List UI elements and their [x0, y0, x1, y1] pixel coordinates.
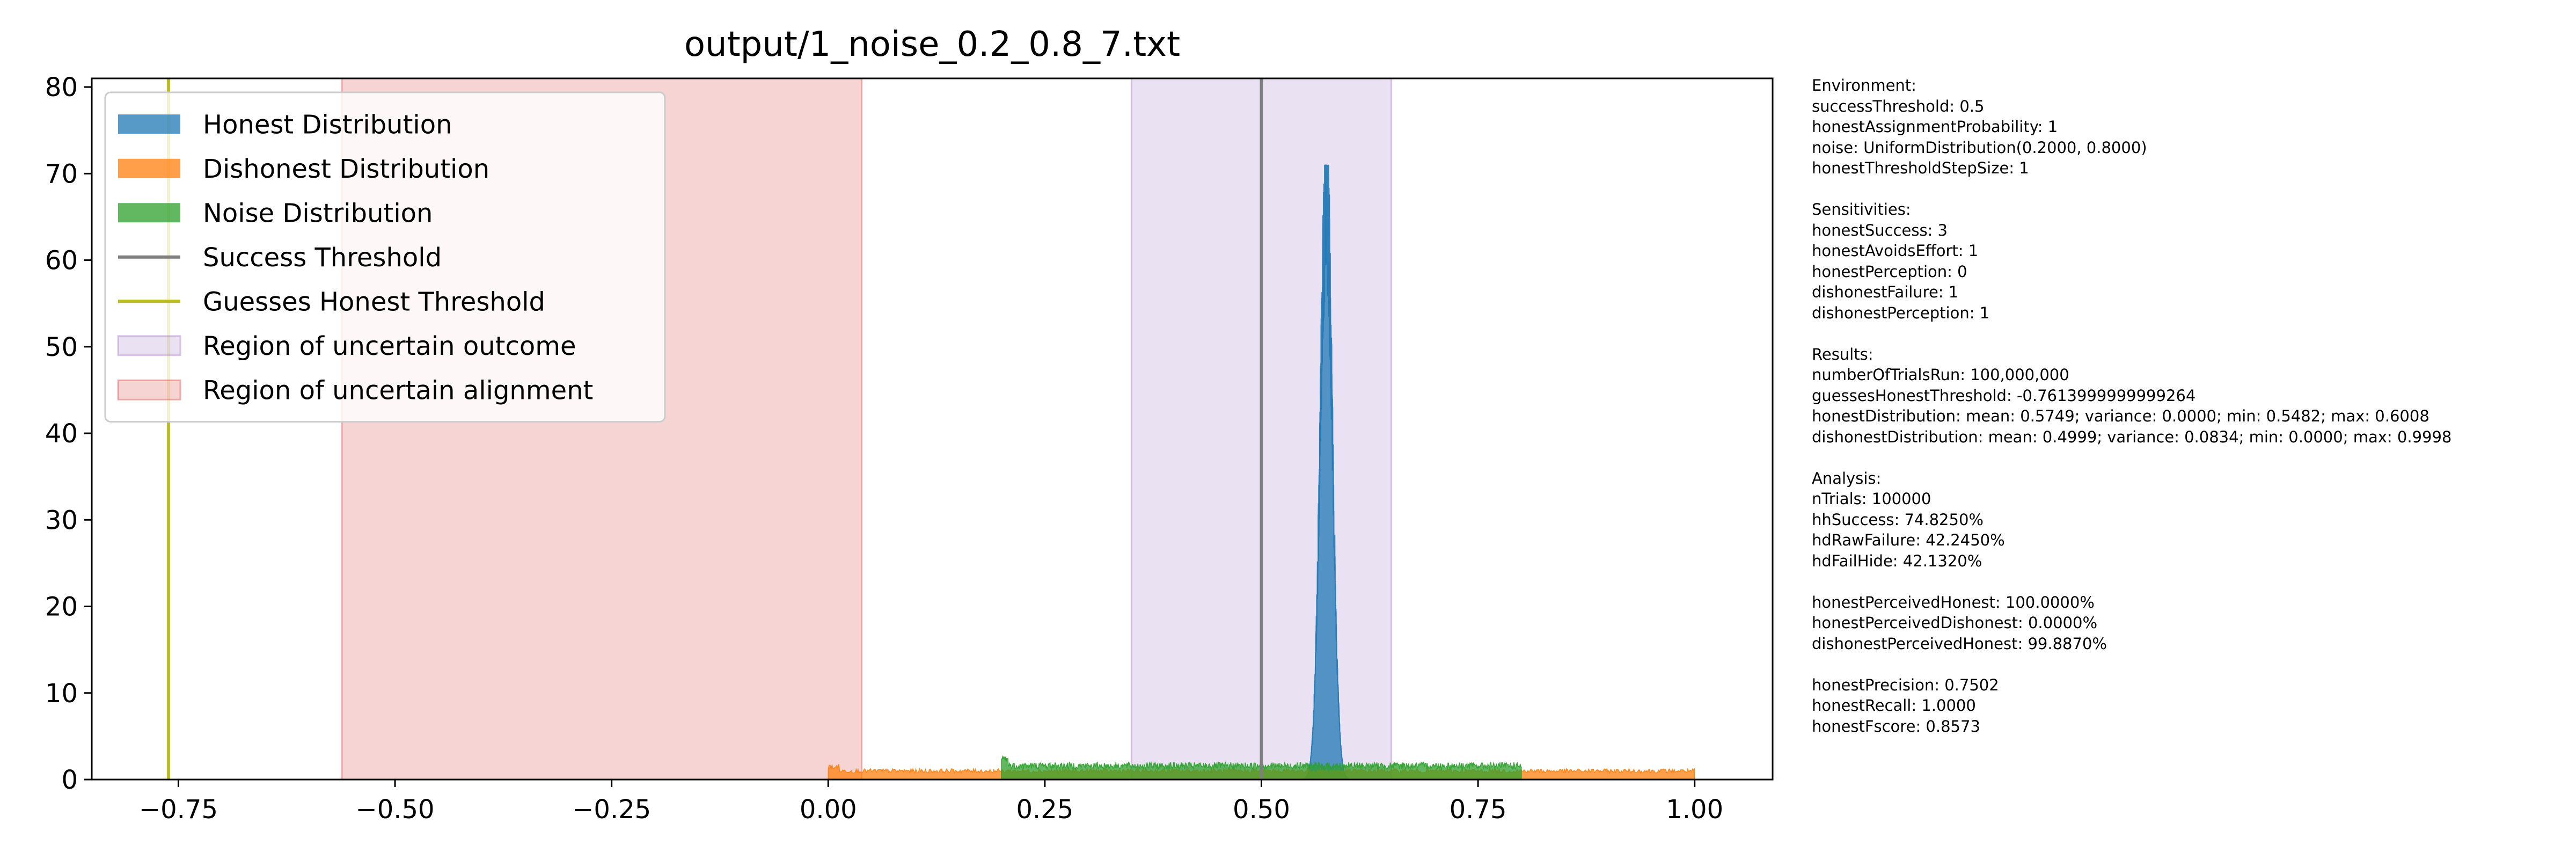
legend-swatch — [117, 379, 181, 401]
stats-line: guessesHonestThreshold: -0.7613999999999… — [1812, 386, 2196, 405]
x-tick-label: −0.50 — [356, 795, 435, 825]
axis-layer: −0.75 −0.50 −0.25 0.00 0.25 0.50 0.75 1.00 0 10 20… — [45, 72, 1723, 825]
histogram-honest-distribution — [1302, 164, 1349, 781]
stats-line: honestSuccess: 3 — [1812, 221, 1948, 239]
stats-line: Environment: — [1812, 76, 1916, 94]
stats-line: honestAvoidsEffort: 1 — [1812, 242, 1979, 260]
stats-line: honestDistribution: mean: 0.5749; varian… — [1812, 407, 2429, 425]
legend-label: Noise Distribution — [203, 198, 433, 228]
stats-line: honestPerceivedDishonest: 0.0000% — [1812, 614, 2097, 632]
x-tick-label: −0.75 — [139, 795, 218, 825]
y-tick-label: 30 — [45, 505, 78, 535]
chart-title: output/1_noise_0.2_0.8_7.txt — [684, 25, 1180, 64]
y-tick-label: 70 — [45, 159, 78, 189]
stats-line: honestThresholdStepSize: 1 — [1812, 159, 2029, 177]
legend-label: Dishonest Distribution — [203, 154, 489, 184]
x-tick-label: 1.00 — [1666, 795, 1723, 825]
stats-line: Analysis: — [1812, 469, 1882, 487]
stats-line: Results: — [1812, 345, 1874, 363]
stats-line: noise: UniformDistribution(0.2000, 0.800… — [1812, 138, 2147, 157]
stats-line: Sensitivities: — [1812, 200, 1911, 219]
y-tick-label: 40 — [45, 419, 78, 449]
stats-line: dishonestPerception: 1 — [1812, 303, 1990, 322]
stats-section: honestPrecision: 0.7502 honestRecall: 1.0… — [1812, 675, 2563, 737]
y-tick-label: 20 — [45, 592, 78, 622]
legend-item-success-threshold: Success Threshold — [118, 243, 442, 273]
stats-section: Sensitivities: honestSuccess: 3 honestAvoi… — [1812, 199, 2563, 323]
stats-line: honestPerceivedHonest: 100.0000% — [1812, 593, 2095, 612]
stats-line: numberOfTrialsRun: 100,000,000 — [1812, 366, 2069, 384]
legend-label: Guesses Honest Threshold — [203, 287, 545, 317]
legend-box — [104, 91, 666, 423]
legend: Honest Distribution Dishonest Distributio… — [104, 91, 666, 423]
y-tick-label: 50 — [45, 332, 78, 362]
stats-line: dishonestPerceivedHonest: 99.8870% — [1812, 634, 2107, 653]
stats-section: Results: numberOfTrialsRun: 100,000,000 gu… — [1812, 344, 2563, 448]
legend-label: Success Threshold — [203, 243, 442, 273]
legend-item-dishonest-distribution: Dishonest Distribution — [118, 154, 489, 184]
stats-line: honestPrecision: 0.7502 — [1812, 675, 1999, 694]
stats-panel: Environment: successThreshold: 0.5 honestA… — [1812, 75, 2563, 758]
stats-line: honestAssignmentProbability: 1 — [1812, 118, 2058, 136]
legend-label: Region of uncertain alignment — [203, 375, 593, 405]
legend-swatch — [118, 158, 180, 178]
y-tick-label: 10 — [45, 679, 78, 709]
x-tick-label: 0.25 — [1016, 795, 1073, 825]
stats-line: dishonestFailure: 1 — [1812, 283, 1959, 301]
legend-swatch — [118, 203, 180, 223]
stats-section: Analysis: nTrials: 100000 hhSuccess: 74.82… — [1812, 468, 2563, 572]
y-tick-label: 80 — [45, 72, 78, 103]
x-tick-label: 0.00 — [800, 795, 857, 825]
stats-line: dishonestDistribution: mean: 0.4999; var… — [1812, 427, 2452, 446]
legend-item-guesses-honest-threshold: Guesses Honest Threshold — [118, 287, 545, 317]
histogram-area-honest-distribution — [1302, 164, 1349, 781]
legend-label: Honest Distribution — [203, 110, 452, 140]
legend-item-region-of-uncertain-outcome: Region of uncertain outcome — [117, 331, 576, 361]
legend-swatch — [118, 114, 180, 134]
legend-item-region-of-uncertain-alignment: Region of uncertain alignment — [117, 375, 593, 405]
x-tick-label: 0.50 — [1233, 795, 1290, 825]
stats-line: hdFailHide: 42.1320% — [1812, 551, 1982, 570]
stats-section: Environment: successThreshold: 0.5 honestA… — [1812, 75, 2563, 179]
stats-line: hhSuccess: 74.8250% — [1812, 510, 1984, 529]
y-tick-label: 0 — [61, 765, 78, 795]
y-tick-label: 60 — [45, 246, 78, 276]
stats-line: honestRecall: 1.0000 — [1812, 696, 1976, 715]
stats-line: honestFscore: 0.8573 — [1812, 717, 1980, 736]
plot-frame — [91, 77, 1774, 781]
stats-section: honestPerceivedHonest: 100.0000% honestPe… — [1812, 592, 2563, 654]
stats-line: honestPerception: 0 — [1812, 262, 1967, 281]
legend-swatch — [117, 335, 181, 356]
stats-line: successThreshold: 0.5 — [1812, 97, 1985, 115]
legend-label: Region of uncertain outcome — [203, 331, 576, 361]
x-tick-label: −0.25 — [572, 795, 651, 825]
x-tick-label: 0.75 — [1450, 795, 1507, 825]
legend-item-noise-distribution: Noise Distribution — [118, 198, 433, 228]
legend-item-honest-distribution: Honest Distribution — [118, 110, 452, 140]
stats-line: hdRawFailure: 42.2450% — [1812, 531, 2005, 549]
stats-line: nTrials: 100000 — [1812, 490, 1931, 508]
